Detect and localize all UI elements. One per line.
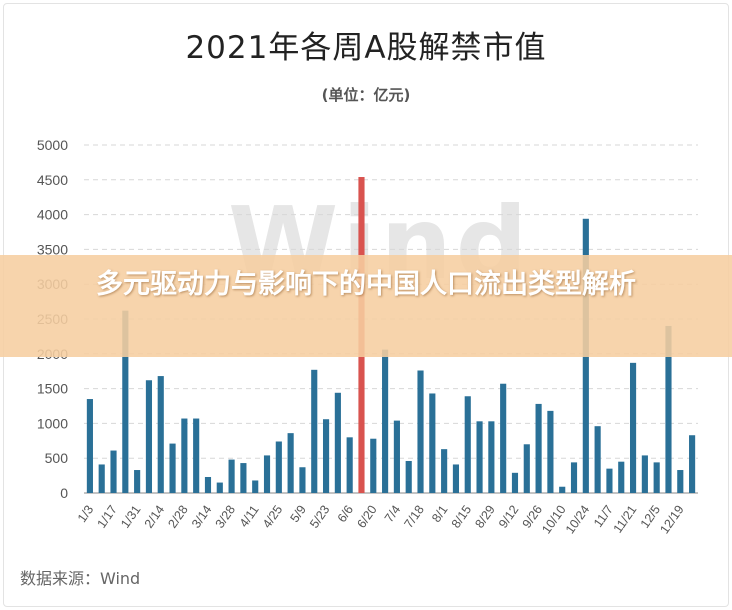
bar (500, 383, 507, 493)
x-tick-label: 1/17 (95, 503, 120, 531)
x-tick-label: 5/23 (307, 503, 332, 531)
chart-subtitle: (单位：亿元) (321, 86, 411, 104)
x-tick-label: 5/9 (287, 503, 308, 525)
data-source: 数据来源：Wind (20, 569, 141, 588)
bar (228, 459, 235, 493)
bar (665, 325, 672, 493)
x-tick-label: 2/28 (165, 503, 190, 531)
bar (193, 418, 200, 493)
bar (629, 362, 637, 493)
x-tick-label: 10/10 (539, 503, 568, 537)
bar (441, 449, 448, 493)
bar (523, 444, 530, 493)
bar (98, 464, 105, 493)
x-tick-label: 8/15 (449, 503, 474, 531)
y-tick-label: 5000 (37, 137, 68, 153)
x-tick-label: 6/20 (354, 503, 379, 531)
chart-title: 2021年各周A股解禁市值 (185, 30, 547, 66)
bar (429, 393, 436, 493)
y-tick-label: 1500 (37, 381, 68, 397)
banner-title: 多元驱动力与影响下的中国人口流出类型解析 (96, 269, 636, 300)
bar (122, 310, 129, 493)
y-tick-label: 3500 (37, 241, 68, 257)
bar (145, 380, 153, 493)
y-tick-label: 0 (60, 485, 68, 501)
x-tick-label: 3/14 (189, 503, 214, 531)
y-tick-label: 1000 (37, 415, 68, 431)
bar (204, 476, 212, 493)
bar (594, 426, 601, 493)
bar (393, 420, 400, 493)
x-tick-label: 3/28 (213, 503, 238, 531)
bar (181, 418, 188, 493)
bar (370, 438, 377, 493)
x-tick-label: 11/21 (611, 503, 640, 536)
x-tick-label: 8/1 (429, 503, 450, 525)
bar (322, 419, 330, 493)
x-tick-label: 7/18 (402, 503, 427, 531)
x-tick-label: 2/14 (142, 503, 167, 531)
y-tick-label: 500 (45, 450, 69, 466)
bar (169, 443, 176, 493)
bar (689, 435, 696, 493)
bar (311, 369, 318, 493)
bar (677, 470, 684, 493)
bar (240, 463, 247, 493)
x-tick-label: 1/31 (118, 503, 143, 531)
bar (134, 470, 141, 493)
x-tick-label: 1/3 (75, 503, 96, 525)
bar (606, 468, 613, 493)
bar (382, 349, 389, 493)
bar (559, 486, 566, 493)
bar (252, 480, 259, 493)
bar (488, 421, 495, 493)
x-tick-label: 4/11 (237, 503, 262, 530)
bar (547, 410, 554, 493)
overlay-banner (0, 255, 732, 357)
x-tick-label: 4/25 (260, 503, 285, 531)
bar (653, 462, 660, 493)
x-tick-label: 12/19 (657, 503, 686, 537)
bar (216, 482, 223, 493)
x-tick-label: 7/4 (382, 503, 403, 525)
bar (334, 392, 341, 493)
bar (86, 399, 93, 493)
x-tick-label: 6/6 (335, 503, 356, 525)
bar (452, 464, 460, 493)
bar (405, 460, 412, 493)
bar (110, 450, 117, 493)
bar (535, 403, 542, 493)
bar (346, 437, 353, 493)
x-tick-label: 9/12 (496, 503, 521, 531)
bar (641, 455, 648, 493)
bar (464, 396, 471, 493)
bar (263, 455, 271, 493)
bar (417, 370, 424, 493)
bar (287, 433, 294, 493)
bar (511, 472, 519, 493)
bar (570, 462, 578, 493)
bar (476, 421, 483, 493)
x-tick-label: 8/29 (472, 503, 497, 531)
y-tick-label: 4000 (37, 207, 68, 223)
bar (299, 467, 306, 493)
bar (157, 376, 164, 493)
bar (618, 461, 625, 493)
y-tick-label: 4500 (37, 172, 68, 188)
bar (275, 441, 282, 493)
x-tick-label: 10/24 (563, 503, 592, 537)
